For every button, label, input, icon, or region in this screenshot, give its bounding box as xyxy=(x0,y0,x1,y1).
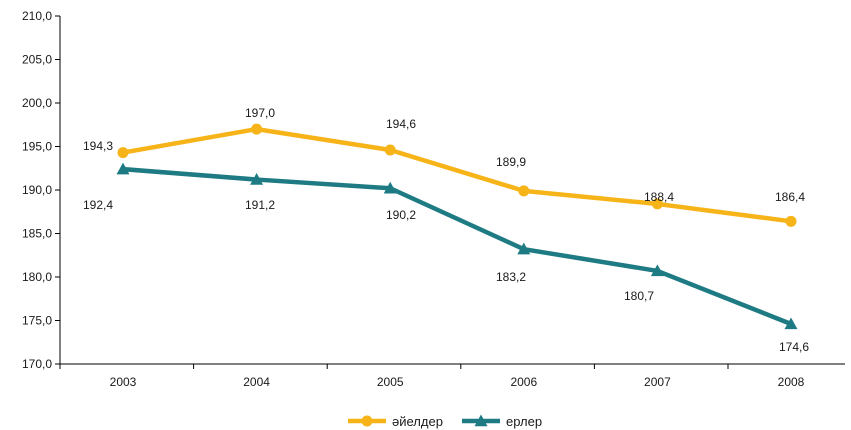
data-label-0-2006: 189,9 xyxy=(496,155,526,169)
data-label-0-2007: 188,4 xyxy=(644,190,674,204)
y-tick-label: 180,0 xyxy=(22,270,52,284)
data-label-0-2003: 194,3 xyxy=(83,139,113,153)
legend-circle-marker xyxy=(362,416,373,427)
legend-item-0: әйелдер xyxy=(348,414,443,429)
data-point-0-2003 xyxy=(118,147,129,158)
data-label-0-2008: 186,4 xyxy=(775,190,805,204)
data-label-0-2005: 194,6 xyxy=(386,117,416,131)
legend-item-1: ерлер xyxy=(462,414,542,429)
series-1 xyxy=(117,163,798,330)
x-tick-label-2007: 2007 xyxy=(644,375,671,389)
data-label-1-2003: 192,4 xyxy=(83,198,113,212)
data-label-0-2004: 197,0 xyxy=(245,106,275,120)
data-point-0-2006 xyxy=(518,185,529,196)
y-tick-label: 190,0 xyxy=(22,183,52,197)
data-labels: 194,3 197,0 194,6 189,9 188,4 186,4 192,4 191,2… xyxy=(83,106,809,354)
y-tick-label: 195,0 xyxy=(22,140,52,154)
data-label-1-2006: 183,2 xyxy=(496,270,526,284)
data-label-1-2005: 190,2 xyxy=(386,208,416,222)
data-point-0-2008 xyxy=(786,216,797,227)
y-tick-label: 210,0 xyxy=(22,9,52,23)
data-label-1-2004: 191,2 xyxy=(245,198,275,212)
y-axis-ticks: 170,0 175,0 180,0 185,0 190,0 195,0 200,0 205,0… xyxy=(22,9,60,371)
data-point-0-2005 xyxy=(385,144,396,155)
y-tick-label: 170,0 xyxy=(22,357,52,371)
y-tick-label: 200,0 xyxy=(22,96,52,110)
y-tick-label: 175,0 xyxy=(22,314,52,328)
data-label-1-2008: 174,6 xyxy=(779,340,809,354)
x-tick-label-2004: 2004 xyxy=(243,375,270,389)
x-tick-label-2003: 2003 xyxy=(110,375,137,389)
y-tick-label: 205,0 xyxy=(22,53,52,67)
x-axis-ticks: 2003 2004 2005 2006 2007 2008 xyxy=(60,364,805,389)
data-point-0-2004 xyxy=(251,124,262,135)
legend-label: әйелдер xyxy=(392,414,443,429)
legend: әйелдер ерлер xyxy=(348,414,542,429)
x-tick-label-2008: 2008 xyxy=(778,375,805,389)
series-layer xyxy=(117,124,798,330)
x-tick-label-2006: 2006 xyxy=(510,375,537,389)
legend-label: ерлер xyxy=(506,414,542,429)
chart-axes xyxy=(60,16,845,364)
y-tick-label: 185,0 xyxy=(22,227,52,241)
series-line-1 xyxy=(123,169,791,324)
x-tick-label-2005: 2005 xyxy=(377,375,404,389)
data-label-1-2007: 180,7 xyxy=(624,289,654,303)
